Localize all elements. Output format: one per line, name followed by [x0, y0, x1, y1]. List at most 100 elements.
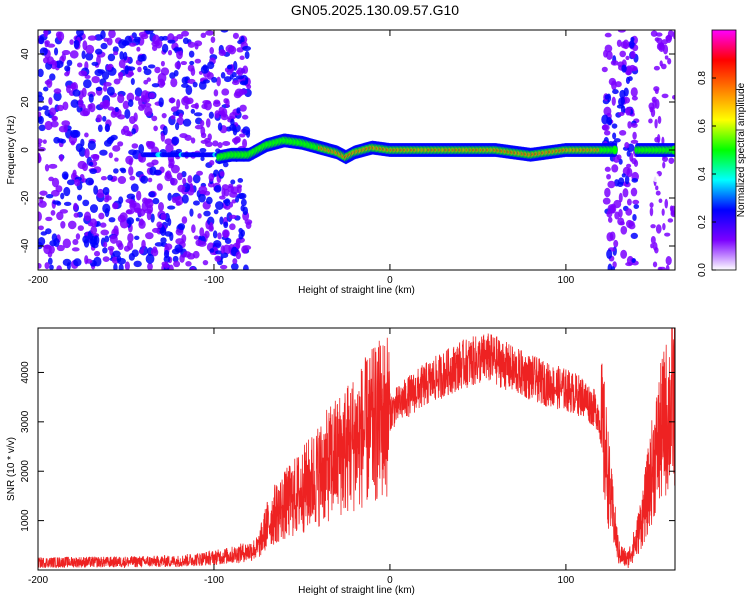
spectrogram-cell — [117, 242, 124, 251]
spectrogram-cell — [202, 99, 211, 105]
spectrogram-cell — [631, 95, 638, 101]
spectrogram-cell — [125, 198, 134, 204]
spectrogram-cell — [667, 218, 674, 223]
spectrogram-cell — [607, 216, 613, 223]
spectrogram-cell — [38, 147, 46, 152]
spectrogram-cell — [88, 161, 94, 167]
spectrogram-cell — [664, 55, 669, 60]
spectrogram-cell — [103, 37, 109, 42]
spectrogram-cell — [176, 172, 183, 181]
spectrogram-cell — [670, 210, 675, 218]
spectrogram-cell — [62, 238, 72, 249]
spectrogram-cell — [606, 249, 613, 260]
spectrogram-cell — [218, 49, 227, 57]
spectrogram-cell — [109, 234, 118, 244]
spectrogram-cell — [189, 208, 194, 217]
spectrogram-cell — [610, 60, 619, 66]
spectrogram-cell — [125, 155, 134, 165]
spectrogram-cell — [108, 217, 116, 223]
spectrogram-cell — [167, 218, 172, 226]
spectrogram-cell — [239, 104, 247, 112]
spectrogram-cell — [611, 80, 617, 91]
spectrogram-cell — [144, 106, 153, 117]
spectrogram-cell — [198, 193, 206, 203]
spectrogram-cell — [72, 169, 77, 178]
spectrogram-cell — [59, 154, 64, 162]
spectrogram-cell — [113, 225, 119, 236]
spectrogram-cell — [127, 71, 135, 77]
spectrogram-cell — [224, 204, 231, 210]
spectrogram-cell — [150, 213, 155, 223]
spectrogram-cell — [184, 134, 192, 141]
spectrogram-cell — [53, 47, 59, 56]
spectrogram-cell — [131, 143, 139, 149]
spectrogram-cell — [42, 139, 47, 144]
spectrogram-cell — [77, 160, 87, 170]
spectrogram-cell — [167, 205, 176, 210]
spectrogram-cell — [198, 185, 208, 195]
spectrogram-cell — [628, 220, 635, 227]
spectrogram-cell — [160, 213, 167, 221]
spectrogram-cell — [656, 37, 663, 44]
spectrogram-cell — [220, 113, 229, 121]
spectrogram-cell — [611, 96, 616, 106]
spectrogram-cell — [138, 104, 145, 111]
spectrogram-cell — [56, 211, 64, 221]
spectrogram-cell — [174, 61, 182, 70]
spectrogram-cell — [235, 75, 245, 80]
spectrogram-cell — [661, 208, 665, 216]
y-axis-label: SNR (10 * v/v) — [6, 437, 17, 501]
spectrogram-cell — [230, 118, 235, 126]
spectrogram-cell — [38, 153, 41, 163]
spectrogram-cell — [187, 41, 196, 48]
spectrogram-cell — [658, 266, 666, 270]
spectrogram-cell — [151, 227, 161, 233]
spectrogram-cell — [662, 156, 669, 163]
spectrogram-cell — [631, 258, 636, 263]
spectrogram-cell — [53, 91, 62, 102]
spectrogram-cell — [629, 39, 635, 49]
spectrogram-cell — [57, 31, 65, 42]
spectrogram-cell — [618, 111, 625, 116]
spectrogram-cell — [38, 68, 44, 78]
spectrogram-cell — [103, 241, 108, 248]
spectrogram-cell — [78, 98, 84, 108]
spectrogram-cell — [243, 264, 249, 270]
spectrogram-cell — [105, 64, 113, 71]
spectrogram-cell — [39, 190, 48, 196]
spectrogram-cell — [195, 239, 203, 247]
spectrogram-cell — [165, 143, 174, 154]
spectrogram-cell — [44, 120, 53, 131]
spectrogram-cell — [66, 59, 73, 67]
spectrogram-cell — [659, 60, 663, 67]
spectrogram-cell — [73, 212, 80, 218]
spectrogram-cell — [60, 220, 66, 229]
spectrogram-cell — [170, 115, 176, 120]
spectrogram-cell — [209, 222, 214, 231]
spectrogram-cell — [134, 36, 141, 43]
spectrogram-cell — [245, 221, 252, 230]
spectrogram-cell — [38, 36, 45, 45]
spectrogram-cell — [134, 235, 140, 241]
spectrogram-cell — [194, 42, 199, 50]
spectrogram-cell — [96, 114, 102, 123]
spectrogram-cell — [613, 239, 619, 248]
colorbar-tick-label: 0.2 — [697, 215, 708, 229]
spectrogram-cell — [49, 264, 54, 270]
spectrogram-cell — [113, 51, 119, 56]
spectrogram-cell — [235, 251, 242, 260]
x-tick-label: -200 — [28, 275, 48, 286]
spectrogram-cell — [162, 125, 168, 136]
spectrogram-cell — [60, 138, 66, 144]
spectrogram-cell — [654, 118, 658, 129]
spectrogram-cell — [603, 130, 611, 136]
spectrogram-cell — [617, 217, 625, 226]
spectrogram-cell — [655, 32, 663, 37]
spectrogram-cell — [64, 71, 70, 77]
spectrogram-cell — [630, 139, 639, 144]
spectrogram-cell — [173, 47, 182, 52]
spectrogram-cell — [242, 138, 248, 149]
spectrogram-cell — [170, 77, 178, 88]
spectrogram-cell — [667, 58, 672, 65]
spectrogram-cell — [620, 249, 628, 259]
